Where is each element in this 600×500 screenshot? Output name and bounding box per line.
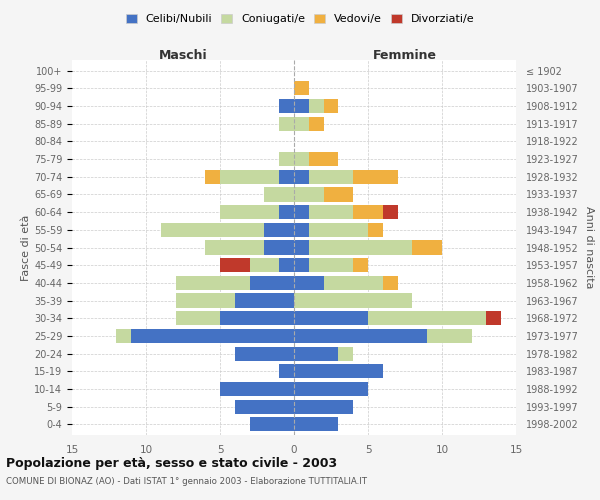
Bar — [323, 99, 338, 113]
Bar — [279, 170, 294, 184]
Bar — [294, 222, 309, 237]
Bar — [309, 116, 323, 131]
Bar — [265, 188, 294, 202]
Bar — [294, 116, 309, 131]
Bar — [309, 99, 323, 113]
Bar — [294, 294, 412, 308]
Bar — [294, 276, 323, 290]
Bar — [279, 116, 294, 131]
Bar — [294, 240, 309, 254]
Bar — [294, 311, 368, 326]
Bar — [353, 205, 383, 219]
Y-axis label: Fasce di età: Fasce di età — [21, 214, 31, 280]
Bar — [294, 418, 338, 432]
Bar — [294, 152, 309, 166]
Bar — [412, 240, 442, 254]
Bar — [205, 170, 220, 184]
Bar — [279, 258, 294, 272]
Bar — [279, 99, 294, 113]
Y-axis label: Anni di nascita: Anni di nascita — [584, 206, 594, 289]
Bar — [265, 240, 294, 254]
Bar — [294, 364, 383, 378]
Bar — [205, 240, 265, 254]
Legend: Celibi/Nubili, Coniugati/e, Vedovi/e, Divorziati/e: Celibi/Nubili, Coniugati/e, Vedovi/e, Di… — [122, 10, 478, 28]
Bar — [250, 418, 294, 432]
Bar — [250, 258, 279, 272]
Text: COMUNE DI BIONAZ (AO) - Dati ISTAT 1° gennaio 2003 - Elaborazione TUTTITALIA.IT: COMUNE DI BIONAZ (AO) - Dati ISTAT 1° ge… — [6, 478, 367, 486]
Bar — [353, 170, 398, 184]
Bar — [487, 311, 501, 326]
Bar — [220, 170, 279, 184]
Bar — [131, 329, 294, 343]
Text: Maschi: Maschi — [158, 49, 208, 62]
Bar — [220, 382, 294, 396]
Bar — [176, 294, 235, 308]
Bar — [294, 81, 309, 96]
Bar — [294, 346, 338, 360]
Bar — [220, 311, 294, 326]
Bar — [309, 258, 353, 272]
Bar — [383, 205, 398, 219]
Bar — [383, 276, 398, 290]
Bar — [338, 346, 353, 360]
Bar — [294, 329, 427, 343]
Bar — [294, 258, 309, 272]
Bar — [176, 276, 250, 290]
Bar — [323, 188, 353, 202]
Bar — [235, 346, 294, 360]
Bar — [220, 258, 250, 272]
Bar — [265, 222, 294, 237]
Bar — [250, 276, 294, 290]
Bar — [368, 311, 487, 326]
Bar — [294, 188, 323, 202]
Bar — [368, 222, 383, 237]
Bar — [427, 329, 472, 343]
Bar — [279, 364, 294, 378]
Bar — [309, 205, 353, 219]
Bar — [176, 311, 220, 326]
Bar — [235, 400, 294, 414]
Text: Popolazione per età, sesso e stato civile - 2003: Popolazione per età, sesso e stato civil… — [6, 458, 337, 470]
Bar — [309, 152, 338, 166]
Bar — [309, 170, 353, 184]
Bar — [309, 240, 412, 254]
Bar — [294, 99, 309, 113]
Bar — [279, 205, 294, 219]
Bar — [161, 222, 265, 237]
Bar — [309, 222, 368, 237]
Bar — [279, 152, 294, 166]
Bar — [294, 400, 353, 414]
Bar — [294, 170, 309, 184]
Bar — [116, 329, 131, 343]
Text: Femmine: Femmine — [373, 49, 437, 62]
Bar — [235, 294, 294, 308]
Bar — [294, 382, 368, 396]
Bar — [323, 276, 383, 290]
Bar — [294, 205, 309, 219]
Bar — [353, 258, 368, 272]
Bar — [220, 205, 279, 219]
